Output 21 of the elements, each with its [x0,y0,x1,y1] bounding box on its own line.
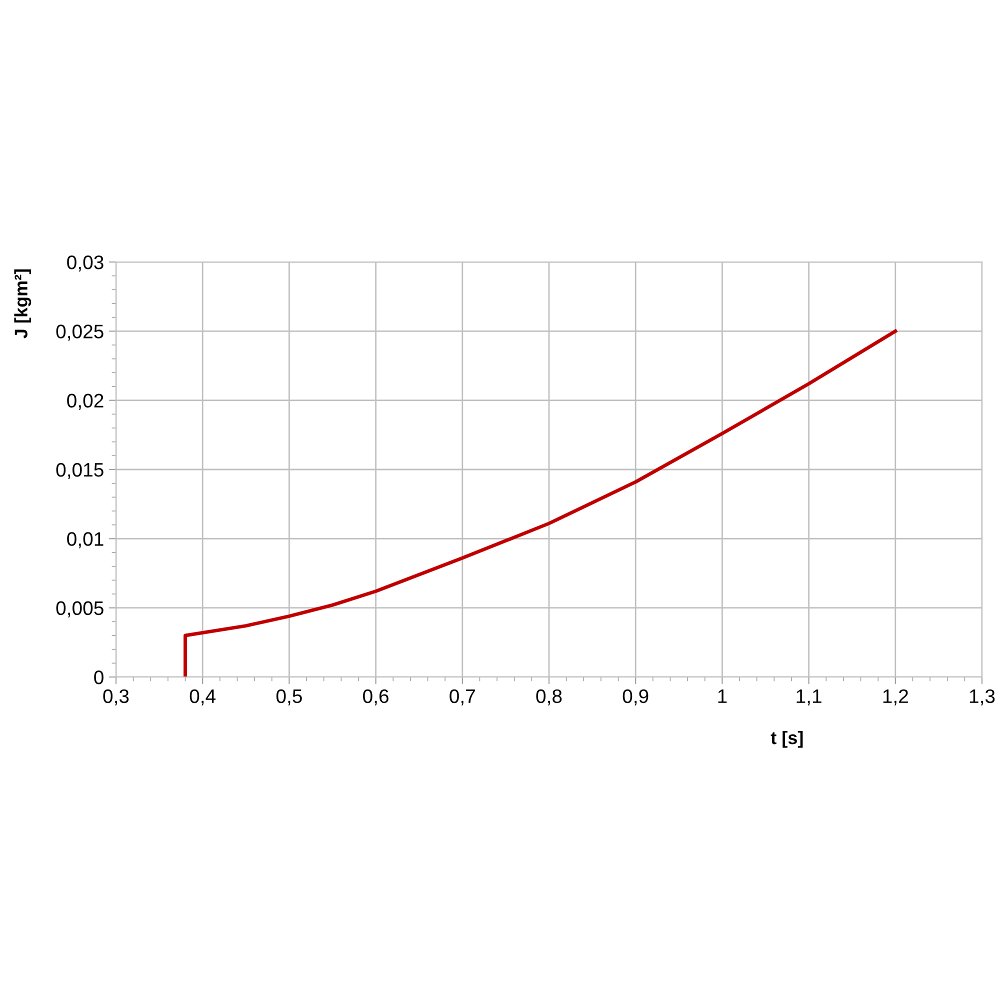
x-tick-label: 1,1 [796,690,822,706]
y-tick-label: 0,01 [67,532,104,548]
x-axis-title: t [s] [770,730,803,748]
x-tick-label: 1 [718,690,727,703]
x-tick-label: 0,7 [450,689,475,706]
x-tick-label: 0,8 [536,689,562,706]
y-tick-label: 0,025 [56,324,104,341]
x-tick-label: 1,3 [970,689,995,706]
x-tick-label: 0,3 [103,689,129,706]
y-tick-label: 0,02 [67,394,104,410]
x-tick-label: 0,6 [363,689,388,706]
x-tick-label: 0,4 [190,689,216,706]
line-series [184,329,898,677]
y-tick-label: 0,005 [56,601,104,618]
y-axis-title: J [kgm²] [14,269,32,338]
x-tick-label: 1,2 [883,689,908,706]
y-tick-label: 0 [94,670,104,684]
y-tick-label: 0,03 [67,255,104,272]
x-tick-label: 0,9 [622,689,648,706]
y-tick-label: 0,015 [56,462,104,480]
x-tick-label: 0,5 [276,689,302,706]
